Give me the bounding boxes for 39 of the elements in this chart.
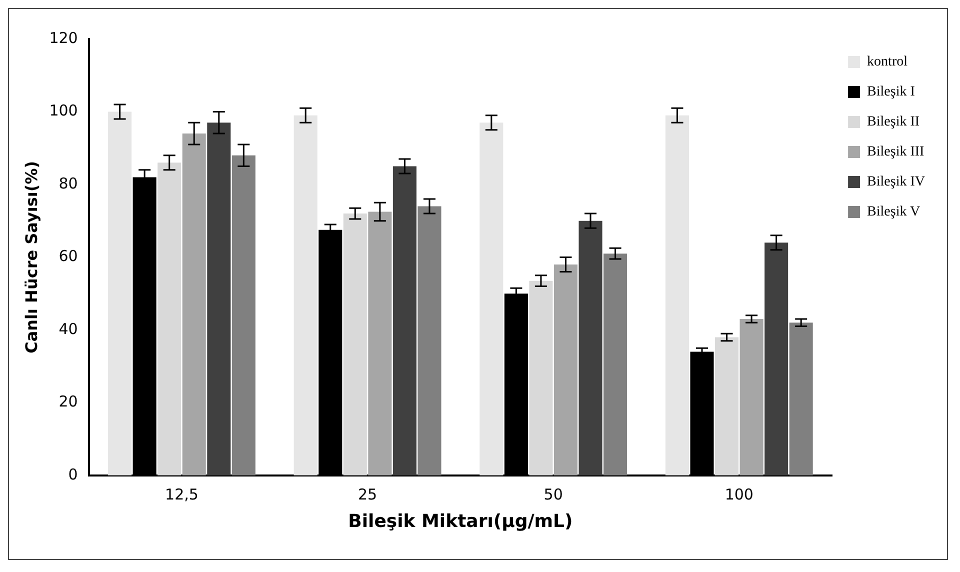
bar [368,212,392,476]
bar [480,122,504,476]
bar [158,162,182,476]
legend-label: Bileşik I [867,84,916,100]
bar [392,166,416,476]
legend-label: Bileşik IV [867,174,926,190]
y-tick-label: 80 [58,174,78,192]
bar [207,122,231,476]
y-tick-label: 20 [58,392,78,411]
bar [182,134,206,476]
y-tick-label: 120 [49,28,78,47]
bar [764,242,788,476]
legend-label: Bileşik III [867,144,925,160]
bar [294,115,318,476]
bar [108,112,132,476]
bar [715,337,739,476]
bar [232,155,256,476]
bar [604,254,628,476]
y-axis-title: Canlı Hücre Sayısı(%) [22,160,41,354]
x-tick-label: 100 [724,485,754,504]
legend-label: Bileşik V [867,204,920,220]
legend-label: Bileşik II [867,114,920,130]
bar [578,220,602,476]
bar [740,319,764,476]
y-tick-label: 100 [49,102,78,120]
bar [418,206,442,476]
bar [789,322,813,476]
x-tick-label: 25 [358,485,378,504]
y-tick-label: 40 [58,320,78,338]
x-tick-label: 50 [544,485,563,504]
y-tick-label: 60 [58,247,78,266]
bar [665,115,689,476]
bar [343,214,367,476]
x-axis-title: Bileşik Miktarı(µg/mL) [348,510,573,532]
y-tick-label: 0 [68,465,78,484]
legend-label: kontrol [867,54,908,70]
x-tick-label: 12,5 [165,485,198,504]
bar [554,264,578,476]
bar [529,280,553,476]
